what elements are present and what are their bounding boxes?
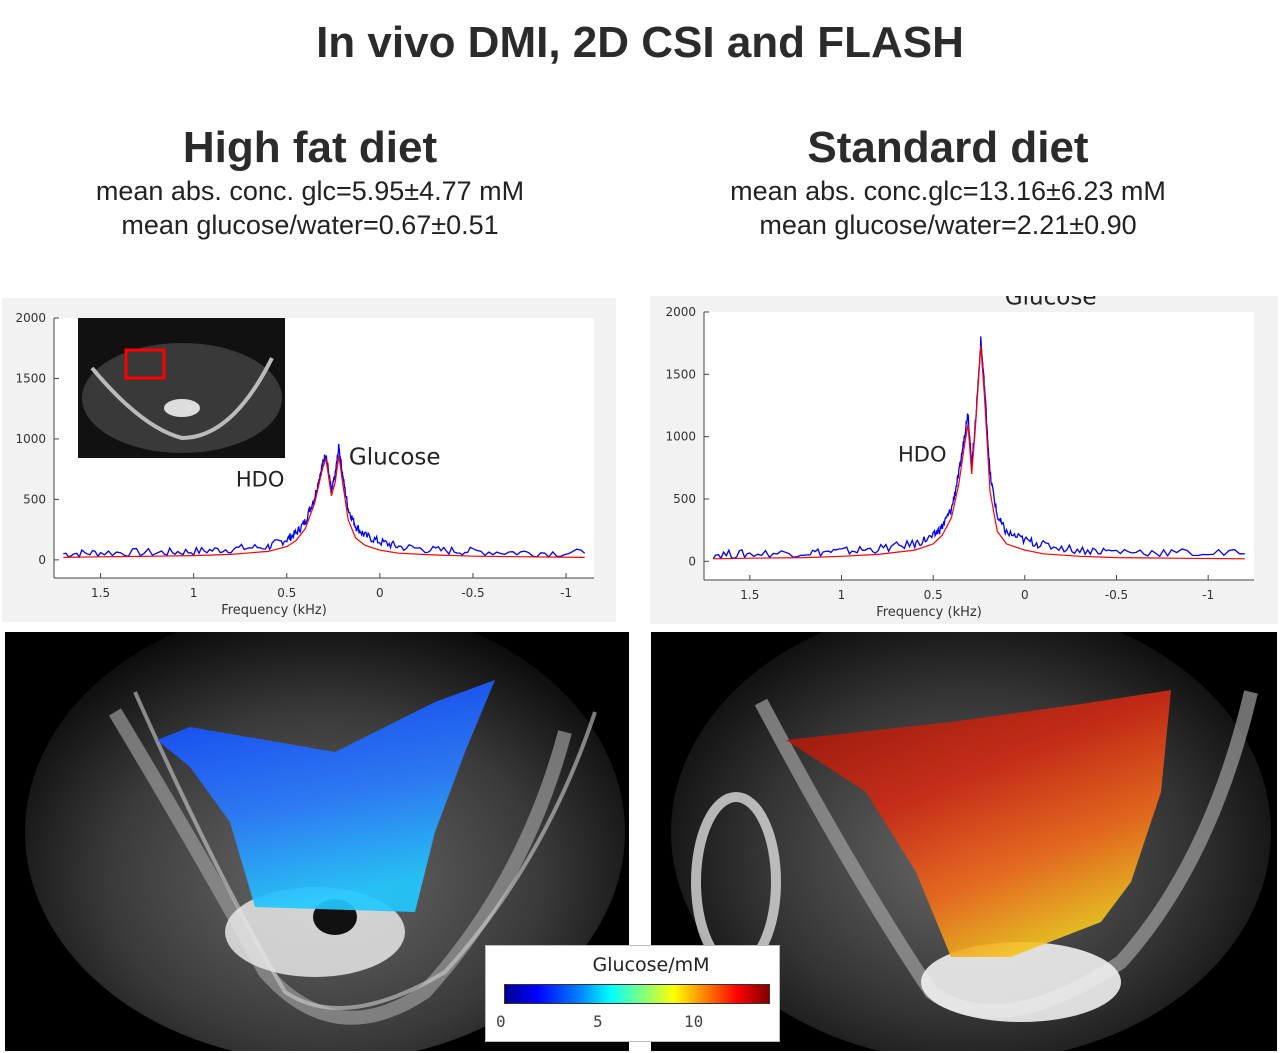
x-tick-label: 1 xyxy=(190,586,198,600)
x-tick-label: -0.5 xyxy=(1105,588,1128,602)
colorbar-tick: 5 xyxy=(593,1012,603,1031)
x-tick-label: -0.5 xyxy=(461,586,484,600)
y-tick-label: 2000 xyxy=(665,305,696,319)
x-axis-label: Frequency (kHz) xyxy=(876,605,982,620)
right-mean-ratio: mean glucose/water=2.21±0.90 xyxy=(759,210,1137,240)
left-mean-concentration: mean abs. conc. glc=5.95±4.77 mM xyxy=(95,176,525,206)
hdo-peak-label: HDO xyxy=(898,443,947,467)
x-tick-label: 0.5 xyxy=(924,588,943,602)
spectrum-svg-right: 0 500 1000 1500 2000 1.5 1 0.5 0 -0.5 -1 Frequency … xyxy=(665,296,1254,620)
y-tick-label: 0 xyxy=(38,553,46,567)
x-tick-label: 0.5 xyxy=(277,586,296,600)
x-axis-label: Frequency (kHz) xyxy=(221,603,327,618)
x-tick-label: 0 xyxy=(376,586,384,600)
left-panel-header: High fat diet mean abs. conc. glc=5.95±4… xyxy=(0,122,620,242)
glucose-peak-label: Glucose xyxy=(349,445,441,471)
y-tick-label: 500 xyxy=(23,492,46,506)
figure-title: In vivo DMI, 2D CSI and FLASH xyxy=(316,18,964,67)
colorbar-tick: 10 xyxy=(684,1012,704,1031)
spectrum-chart-right: 0 500 1000 1500 2000 1.5 1 0.5 0 -0.5 -1 Frequency … xyxy=(650,296,1278,624)
x-tick-label: 0 xyxy=(1021,588,1029,602)
mri-inset-thumbnail xyxy=(78,318,285,458)
y-tick-label: 0 xyxy=(688,554,696,568)
y-tick-label: 1000 xyxy=(15,432,46,446)
y-tick-label: 1500 xyxy=(15,371,46,385)
y-tick-label: 2000 xyxy=(15,311,46,325)
colorbar-label: Glucose/mM xyxy=(592,954,710,976)
spectrum-svg-left: 0 500 1000 1500 2000 1.5 1 0.5 0 -0.5 -1 Frequency … xyxy=(15,311,594,618)
x-tick-label: -1 xyxy=(560,586,572,600)
roi-box xyxy=(124,348,166,380)
y-tick-label: 1000 xyxy=(665,430,696,444)
fitted-spectrum-line xyxy=(713,345,1245,560)
x-tick-label: 1 xyxy=(838,588,846,602)
right-panel-header: Standard diet mean abs. conc.glc=13.16±6… xyxy=(638,122,1258,242)
y-tick-label: 1500 xyxy=(665,367,696,381)
glucose-map-standard xyxy=(651,632,1277,1051)
glucose-peak-label: Glucose xyxy=(1005,296,1097,311)
glucose-colorbar: Glucose/mM 0 5 10 xyxy=(485,945,780,1042)
x-tick-label: -1 xyxy=(1202,588,1214,602)
colorbar-tick: 0 xyxy=(496,1012,506,1031)
left-mean-ratio: mean glucose/water=0.67±0.51 xyxy=(121,210,499,240)
spectrum-chart-left: 0 500 1000 1500 2000 1.5 1 0.5 0 -0.5 -1 Frequency … xyxy=(2,298,616,622)
mri-image-right xyxy=(671,632,1271,1051)
hdo-peak-label: HDO xyxy=(236,468,284,492)
x-tick-label: 1.5 xyxy=(91,586,110,600)
right-heading: Standard diet xyxy=(807,123,1089,172)
y-tick-label: 500 xyxy=(673,492,696,506)
x-tick-label: 1.5 xyxy=(740,588,759,602)
right-mean-concentration: mean abs. conc.glc=13.16±6.23 mM xyxy=(730,176,1166,206)
fitted-spectrum-line xyxy=(63,455,585,558)
mri-image-left xyxy=(25,632,625,1051)
colorbar-gradient xyxy=(504,984,770,1004)
left-heading: High fat diet xyxy=(182,123,438,172)
plot-area xyxy=(704,312,1254,580)
glucose-map-high-fat xyxy=(5,632,629,1051)
